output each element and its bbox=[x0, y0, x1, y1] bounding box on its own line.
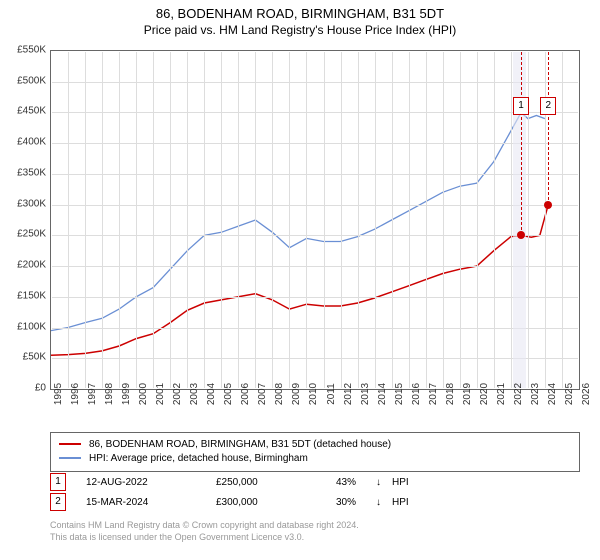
x-axis-label: 2011 bbox=[326, 383, 337, 405]
series-property bbox=[51, 205, 548, 356]
y-axis-label: £150K bbox=[17, 290, 46, 301]
x-axis-label: 2012 bbox=[343, 383, 354, 405]
line-layer bbox=[51, 51, 579, 389]
x-axis-label: 2019 bbox=[462, 383, 473, 405]
x-axis-label: 2005 bbox=[223, 383, 234, 405]
x-axis-label: 2002 bbox=[172, 383, 183, 405]
x-axis-label: 2020 bbox=[479, 383, 490, 405]
x-axis-label: 2009 bbox=[291, 383, 302, 405]
marker-box: 2 bbox=[540, 97, 556, 115]
x-axis-label: 2015 bbox=[394, 383, 405, 405]
x-axis-label: 2018 bbox=[445, 383, 456, 405]
event-row: 1 12-AUG-2022 £250,000 43% ↓ HPI bbox=[50, 472, 580, 492]
x-axis-label: 2003 bbox=[189, 383, 200, 405]
x-axis-label: 2006 bbox=[240, 383, 251, 405]
legend-item: HPI: Average price, detached house, Birm… bbox=[59, 451, 571, 465]
y-axis-label: £50K bbox=[23, 352, 46, 363]
legend-swatch bbox=[59, 443, 81, 445]
event-price: £300,000 bbox=[216, 497, 336, 508]
x-axis-label: 1998 bbox=[104, 383, 115, 405]
event-row: 2 15-MAR-2024 £300,000 30% ↓ HPI bbox=[50, 492, 580, 512]
x-axis-label: 1995 bbox=[53, 383, 64, 405]
plot-region: 12 bbox=[50, 50, 580, 390]
x-axis-label: 2013 bbox=[360, 383, 371, 405]
x-axis-label: 2016 bbox=[411, 383, 422, 405]
event-marker-icon: 2 bbox=[50, 493, 66, 511]
x-axis-label: 2008 bbox=[274, 383, 285, 405]
legend-item: 86, BODENHAM ROAD, BIRMINGHAM, B31 5DT (… bbox=[59, 437, 571, 451]
x-axis-label: 2004 bbox=[206, 383, 217, 405]
event-pct: 43% bbox=[336, 477, 376, 488]
footer-attribution: Contains HM Land Registry data © Crown c… bbox=[50, 520, 580, 543]
x-axis-label: 2024 bbox=[547, 383, 558, 405]
y-axis-label: £200K bbox=[17, 260, 46, 271]
legend: 86, BODENHAM ROAD, BIRMINGHAM, B31 5DT (… bbox=[50, 432, 580, 472]
x-axis-label: 1997 bbox=[87, 383, 98, 405]
x-axis-label: 2014 bbox=[377, 383, 388, 405]
y-axis-label: £400K bbox=[17, 137, 46, 148]
x-axis-label: 1999 bbox=[121, 383, 132, 405]
arrow-down-icon: ↓ bbox=[376, 497, 392, 508]
y-axis-label: £350K bbox=[17, 167, 46, 178]
x-axis-label: 2025 bbox=[564, 383, 575, 405]
series-hpi bbox=[51, 113, 545, 331]
legend-swatch bbox=[59, 457, 81, 459]
x-axis-label: 2001 bbox=[155, 383, 166, 405]
y-axis-label: £100K bbox=[17, 321, 46, 332]
event-pct: 30% bbox=[336, 497, 376, 508]
arrow-down-icon: ↓ bbox=[376, 477, 392, 488]
footer-line: This data is licensed under the Open Gov… bbox=[50, 532, 580, 544]
event-marker-icon: 1 bbox=[50, 473, 66, 491]
y-axis-label: £550K bbox=[17, 45, 46, 56]
event-ref: HPI bbox=[392, 497, 409, 508]
legend-label: 86, BODENHAM ROAD, BIRMINGHAM, B31 5DT (… bbox=[89, 439, 391, 450]
x-axis-label: 2026 bbox=[581, 383, 592, 405]
y-axis-label: £500K bbox=[17, 75, 46, 86]
chart-title: 86, BODENHAM ROAD, BIRMINGHAM, B31 5DT bbox=[0, 6, 600, 21]
events-table: 1 12-AUG-2022 £250,000 43% ↓ HPI 2 15-MA… bbox=[50, 472, 580, 512]
event-ref: HPI bbox=[392, 477, 409, 488]
footer-line: Contains HM Land Registry data © Crown c… bbox=[50, 520, 580, 532]
y-axis-label: £300K bbox=[17, 198, 46, 209]
x-axis-label: 2010 bbox=[308, 383, 319, 405]
price-dot-icon bbox=[544, 201, 552, 209]
x-axis-label: 2023 bbox=[530, 383, 541, 405]
event-date: 15-MAR-2024 bbox=[86, 497, 216, 508]
x-axis-label: 2021 bbox=[496, 383, 507, 405]
legend-label: HPI: Average price, detached house, Birm… bbox=[89, 453, 308, 464]
x-axis-label: 1996 bbox=[70, 383, 81, 405]
x-axis-label: 2007 bbox=[257, 383, 268, 405]
chart-subtitle: Price paid vs. HM Land Registry's House … bbox=[0, 23, 600, 37]
x-axis-label: 2000 bbox=[138, 383, 149, 405]
chart-area: 12 £0£50K£100K£150K£200K£250K£300K£350K£… bbox=[50, 50, 580, 420]
y-axis-label: £250K bbox=[17, 229, 46, 240]
y-axis-label: £450K bbox=[17, 106, 46, 117]
price-dot-icon bbox=[517, 231, 525, 239]
marker-vline bbox=[548, 52, 549, 205]
x-axis-label: 2022 bbox=[513, 383, 524, 405]
event-price: £250,000 bbox=[216, 477, 336, 488]
marker-box: 1 bbox=[513, 97, 529, 115]
y-axis-label: £0 bbox=[35, 383, 46, 394]
marker-vline bbox=[521, 52, 522, 235]
event-date: 12-AUG-2022 bbox=[86, 477, 216, 488]
x-axis-label: 2017 bbox=[428, 383, 439, 405]
chart-title-block: 86, BODENHAM ROAD, BIRMINGHAM, B31 5DT P… bbox=[0, 0, 600, 37]
